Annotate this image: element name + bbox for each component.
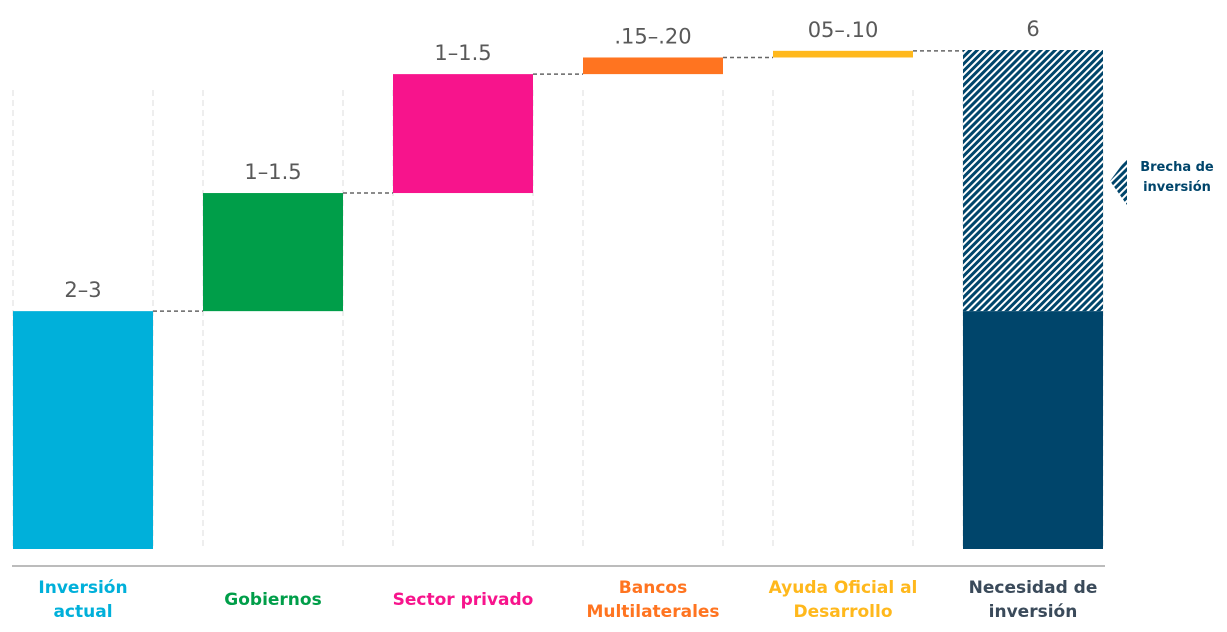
value-label: 05–.10 bbox=[808, 18, 879, 42]
category-label: Ayuda Oficial al Desarrollo bbox=[768, 578, 918, 622]
bar bbox=[393, 74, 533, 194]
category-label: Inversión actual bbox=[38, 578, 128, 622]
gap-label: Brecha de inversión bbox=[1140, 160, 1214, 195]
category-label: Necesidad de inversión bbox=[968, 578, 1098, 622]
gap-arrow bbox=[1110, 158, 1127, 205]
bar bbox=[203, 193, 343, 312]
value-label: .15–.20 bbox=[614, 24, 691, 48]
total-bar-base bbox=[963, 311, 1103, 549]
bar bbox=[773, 50, 913, 58]
value-label: 1–1.5 bbox=[244, 160, 301, 184]
value-label: 1–1.5 bbox=[434, 41, 491, 65]
bar bbox=[583, 57, 723, 75]
value-label: 6 bbox=[1026, 17, 1039, 41]
category-label: Gobiernos bbox=[224, 590, 322, 610]
category-label: Sector privado bbox=[392, 590, 534, 610]
value-label: 2–3 bbox=[64, 278, 101, 302]
bar bbox=[13, 311, 153, 549]
gap-bar bbox=[963, 50, 1103, 312]
category-label: Bancos Multilaterales bbox=[586, 578, 720, 622]
